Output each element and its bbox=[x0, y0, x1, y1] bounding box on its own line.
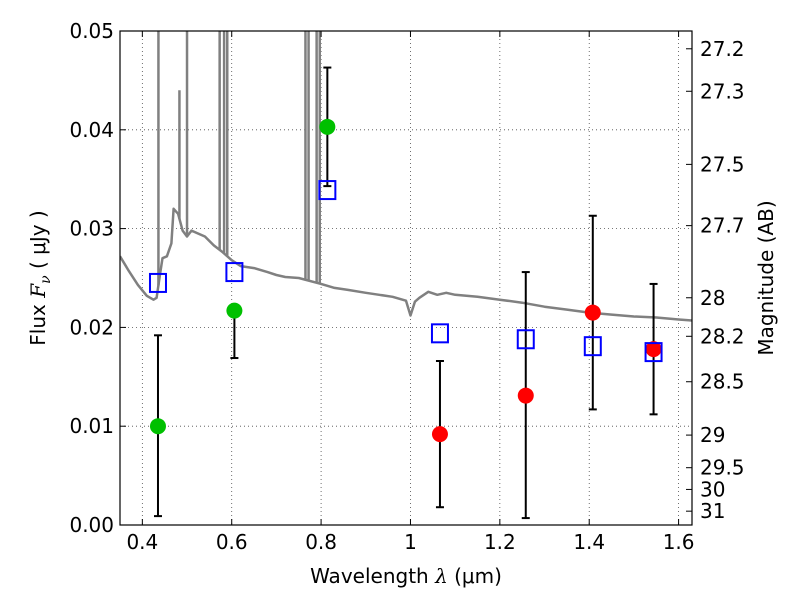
y2-tick-label: 27.5 bbox=[700, 152, 745, 176]
x-tick-label: 1 bbox=[404, 530, 417, 554]
red-detections-point bbox=[517, 387, 534, 404]
model-photometry-point bbox=[430, 323, 449, 344]
x-tick-label: 0.6 bbox=[216, 530, 248, 554]
y-axis-label: Flux Fν ( μJy ) bbox=[26, 210, 54, 345]
y-tick-label: 0.05 bbox=[69, 19, 114, 43]
sed-continuum-line bbox=[120, 207, 692, 322]
model-photometry-point bbox=[516, 329, 535, 350]
x-tick-label: 1.6 bbox=[663, 530, 695, 554]
data-markers bbox=[148, 118, 663, 443]
green-detections-point bbox=[226, 302, 243, 319]
y-tick-label: 0.04 bbox=[69, 118, 114, 142]
y-tick-label: 0.00 bbox=[69, 513, 114, 537]
y-tick-label: 0.02 bbox=[69, 315, 114, 339]
x-tick-label: 0.4 bbox=[126, 530, 158, 554]
error-bars bbox=[153, 66, 658, 520]
green-detections-point bbox=[149, 418, 166, 435]
red-detections-point bbox=[645, 341, 662, 358]
y2-tick-label: 28.5 bbox=[700, 370, 745, 394]
sed-model-layer bbox=[120, 31, 692, 322]
plot-frame bbox=[119, 30, 693, 526]
y2-tick-label: 27.3 bbox=[700, 79, 745, 103]
x-tick-label: 0.8 bbox=[305, 530, 337, 554]
y2-tick-label: 27.7 bbox=[700, 214, 745, 238]
y2-tick-label: 30 bbox=[700, 477, 725, 501]
model-photometry-point bbox=[318, 180, 337, 201]
green-detections-point bbox=[319, 118, 336, 135]
model-photometry-point bbox=[148, 272, 167, 293]
x-tick-label: 1.4 bbox=[573, 530, 605, 554]
y2-tick-label: 29.5 bbox=[700, 456, 745, 480]
model-photometry-point bbox=[644, 342, 663, 363]
y2-tick-label: 31 bbox=[700, 499, 725, 523]
red-detections-point bbox=[431, 426, 448, 443]
y2-tick-label: 28 bbox=[700, 286, 725, 310]
x-axis-label: Wavelength λ (μm) bbox=[310, 564, 502, 588]
y-tick-label: 0.01 bbox=[69, 414, 114, 438]
y2-tick-label: 29 bbox=[700, 423, 725, 447]
x-tick-label: 1.2 bbox=[484, 530, 516, 554]
y2-tick-label: 27.2 bbox=[700, 37, 745, 61]
model-photometry-point bbox=[583, 336, 602, 357]
axis-ticks: 0.4 0.6 0.8 1 1.2 1.4 1.6 0.00 0.01 0.02 0.03 0.04 0… bbox=[69, 19, 744, 554]
y2-axis-label: Magnitude (AB) bbox=[754, 200, 778, 355]
y2-tick-label: 28.2 bbox=[700, 324, 745, 348]
grid-lines bbox=[120, 31, 692, 525]
y-tick-label: 0.03 bbox=[69, 217, 114, 241]
model-photometry-point bbox=[225, 262, 244, 283]
red-detections-point bbox=[584, 304, 601, 321]
